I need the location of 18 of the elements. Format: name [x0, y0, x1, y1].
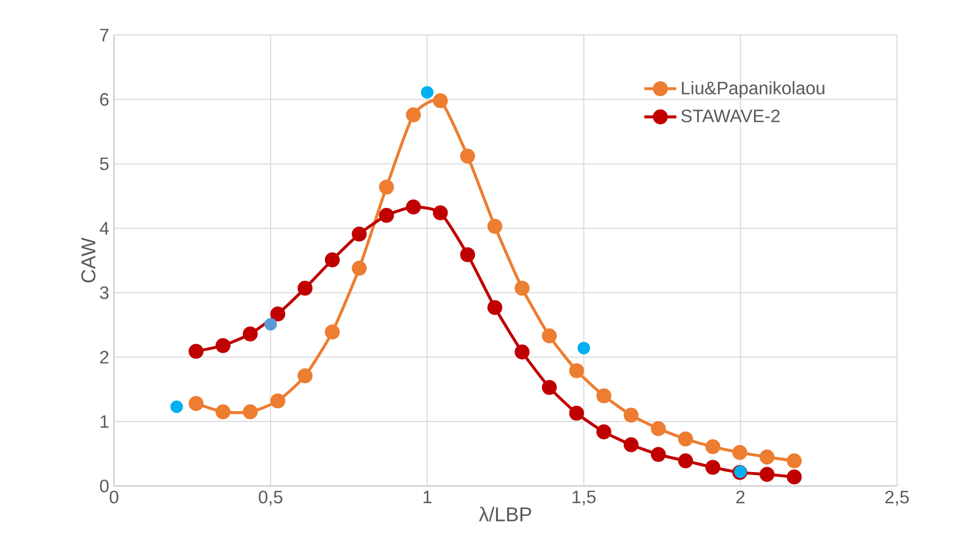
x-tick-label: 1	[424, 490, 432, 504]
x-tick-label: 1,5	[572, 490, 596, 506]
y-tick-label: 3	[100, 286, 109, 300]
y-tick-label: 6	[100, 93, 109, 106]
x-tick-label: 0,5	[258, 490, 282, 506]
y-tick-label: 4	[100, 222, 109, 234]
x-axis-title: λ/LBP	[478, 506, 532, 522]
y-tick-label: 5	[100, 158, 109, 170]
y-tick-label: 1	[100, 415, 108, 428]
y-tick-label: 2	[100, 350, 108, 364]
x-tick-label: 0	[110, 490, 118, 504]
x-tick-label: 2,5	[885, 490, 909, 506]
y-tick-label: 0	[100, 480, 109, 492]
legend-label: Liu&Papanikolaou	[682, 81, 824, 98]
y-tick-label: 7	[100, 28, 108, 42]
legend-label: STAWAVE-2	[681, 110, 780, 122]
x-tick-label: 2	[736, 490, 745, 504]
y-axis-title: CAW	[81, 238, 96, 282]
